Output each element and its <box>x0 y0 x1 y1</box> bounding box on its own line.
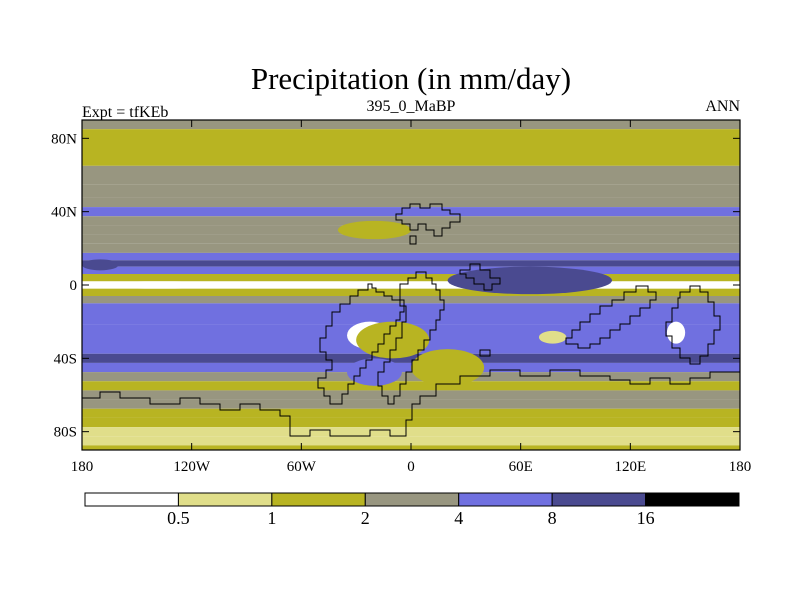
precipitation-feature <box>82 281 238 289</box>
zonal-band <box>82 436 740 446</box>
precipitation-feature <box>356 321 430 359</box>
zonal-band <box>82 252 740 261</box>
zonal-band <box>82 216 740 226</box>
europe-outline <box>395 203 461 237</box>
colorbar-box <box>458 492 553 507</box>
colorbar-box <box>551 492 647 507</box>
zonal-band <box>82 312 740 325</box>
precipitation-feature <box>666 321 686 344</box>
colorbar-box <box>645 492 740 507</box>
zonal-band <box>82 288 740 296</box>
colorbar-label: 1 <box>267 508 276 528</box>
colorbar-box <box>271 492 366 507</box>
x-tick-label: 180 <box>729 459 752 475</box>
africa-outline <box>377 271 445 405</box>
zonal-band <box>82 184 740 198</box>
zonal-band <box>82 234 740 244</box>
season-label: ANN <box>705 98 740 115</box>
x-tick-label: 60E <box>509 459 533 475</box>
colorbar: 0.5 1 2 4 8 16 <box>84 492 740 528</box>
zonal-band <box>82 165 740 185</box>
colorbar-box <box>364 492 460 507</box>
colorbar-label: 16 <box>637 508 655 528</box>
zonal-band <box>82 266 740 274</box>
precipitation-feature <box>337 220 412 240</box>
continent-outlines <box>82 203 740 437</box>
zonal-band <box>82 390 740 400</box>
zonal-band <box>82 207 740 217</box>
chart-title: Precipitation (in mm/day) <box>251 61 571 96</box>
zonal-band <box>82 353 740 363</box>
zonal-band <box>82 408 740 418</box>
x-tick-label: 0 <box>407 459 415 475</box>
zonal-band <box>82 197 740 208</box>
australia-outline <box>665 285 721 365</box>
colorbar-box <box>84 492 179 507</box>
y-tick-label: 40N <box>51 205 77 221</box>
precipitation-regional-features <box>82 220 686 386</box>
y-tick-label: 80N <box>51 131 77 147</box>
x-tick-label: 120E <box>614 459 646 475</box>
x-tick-label: 180 <box>71 459 94 475</box>
small-island-outline-2 <box>479 349 491 357</box>
axis-ticks: 180 120W 60W 0 60E 120E 180 80N 40N 0 40S 80S <box>51 120 751 475</box>
x-tick-label: 120W <box>173 459 211 475</box>
time-period-label: 395_0_MaBP <box>367 98 456 115</box>
experiment-label: Expt = tfKEb <box>82 104 168 121</box>
zonal-band <box>82 399 740 409</box>
precipitation-feature <box>447 266 613 295</box>
x-tick-label: 60W <box>287 459 317 475</box>
precipitation-feature <box>538 330 567 344</box>
small-island-outline <box>409 235 417 245</box>
colorbar-box <box>177 492 273 507</box>
zonal-band <box>82 243 740 253</box>
precipitation-feature <box>82 259 119 271</box>
zonal-band <box>82 147 740 166</box>
precipitation-feature <box>347 358 402 386</box>
y-tick-label: 0 <box>70 278 78 294</box>
zonal-band <box>82 417 740 428</box>
south-america-outline <box>317 283 405 405</box>
y-tick-label: 40S <box>54 351 77 367</box>
zonal-band <box>82 372 740 382</box>
zonal-band <box>82 381 740 391</box>
y-tick-label: 80S <box>54 425 77 441</box>
antarctic-coast-outline <box>82 369 740 437</box>
indian-landmass-outline <box>565 285 657 349</box>
zonal-band <box>82 260 740 267</box>
zonal-band <box>82 129 740 148</box>
colorbar-label: 0.5 <box>167 508 190 528</box>
zonal-band <box>82 303 740 313</box>
zonal-band <box>82 296 740 304</box>
colorbar-label: 8 <box>548 508 557 528</box>
zonal-band <box>82 281 740 289</box>
zonal-band <box>82 427 740 437</box>
precipitation-feature <box>411 349 485 386</box>
colorbar-label: 4 <box>454 508 463 528</box>
colorbar-label: 2 <box>361 508 370 528</box>
arabia-outline <box>459 263 501 291</box>
